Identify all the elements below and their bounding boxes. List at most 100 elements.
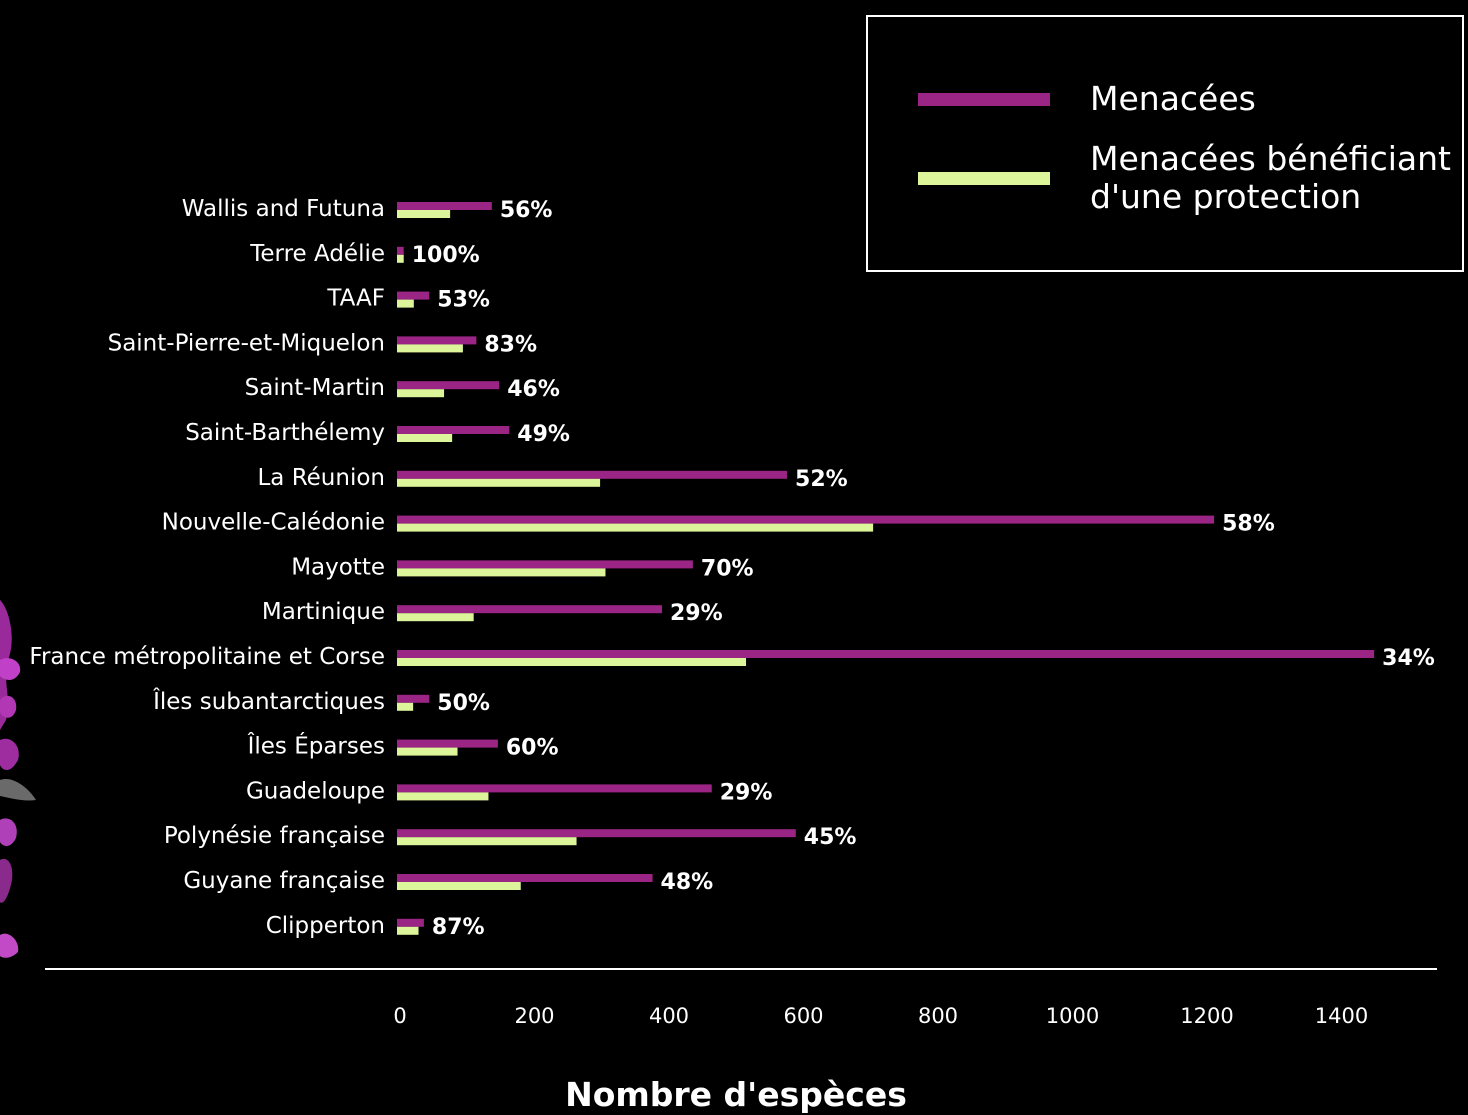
category-label: Guyane française (183, 868, 385, 894)
category-label: Nouvelle-Calédonie (162, 510, 385, 536)
chart-plot-area: Wallis and Futuna 56% Terre Adélie 100% TAAF… (29, 196, 1434, 940)
percent-label: 58% (1222, 512, 1275, 537)
bar-group-wallis-and-futuna: Wallis and Futuna 56% (182, 196, 553, 223)
bar-group-martinique: Martinique 29% (262, 599, 723, 626)
bar-protegees-saint-martin (397, 389, 445, 398)
bar-menacees-mayotte (397, 560, 693, 569)
percent-label: 29% (670, 601, 723, 626)
bar-group-mayotte: Mayotte 70% (291, 554, 753, 581)
percent-label: 50% (437, 691, 490, 716)
x-tick-label: 200 (514, 1004, 554, 1028)
bar-menacees-martinique (397, 605, 662, 614)
bar-group-la-reunion: La Réunion 52% (257, 465, 847, 492)
bar-group-polynesie-francaise: Polynésie française 45% (164, 823, 857, 850)
bar-menacees-guyane-francaise (397, 874, 653, 882)
percent-label: 56% (500, 198, 553, 223)
x-tick-label: 600 (783, 1004, 823, 1028)
percent-label: 34% (1382, 646, 1435, 671)
category-label: Mayotte (291, 554, 385, 580)
percent-label: 46% (507, 377, 560, 402)
category-label: Guadeloupe (246, 778, 385, 804)
x-tick-label: 800 (918, 1004, 958, 1028)
legend-item-menacees: Menacées (918, 80, 1256, 118)
percent-label: 45% (804, 825, 857, 850)
category-label: Martinique (262, 599, 385, 625)
x-tick-label: 1400 (1315, 1004, 1368, 1028)
percent-label: 48% (661, 870, 714, 895)
bar-group-iles-subantarctiques: Îles subantarctiques 50% (152, 687, 490, 716)
bar-protegees-iles-eparses (397, 747, 458, 756)
legend: Menacées Menacées bénéficiant d'une prot… (866, 15, 1464, 272)
category-label: Polynésie française (164, 823, 385, 849)
bar-menacees-la-reunion (397, 470, 788, 479)
category-label: Clipperton (266, 913, 385, 939)
percent-label: 60% (506, 736, 559, 761)
orchid-flower-decoration (0, 600, 36, 958)
legend-swatch-protegees (918, 171, 1050, 185)
x-tick-label: 400 (649, 1004, 689, 1028)
bar-group-nouvelle-caledonie: Nouvelle-Calédonie 58% (162, 510, 1275, 537)
bar-protegees-saint-pierre-et-miquelon (397, 344, 463, 353)
bar-menacees-wallis-and-futuna (397, 202, 492, 210)
x-tick-label: 0 (393, 1004, 406, 1028)
percent-label: 53% (437, 288, 490, 313)
bar-protegees-clipperton (397, 926, 419, 935)
legend-label-protegees: Menacées bénéficiant d'une protection (1090, 139, 1451, 216)
bar-group-guadeloupe: Guadeloupe 29% (246, 778, 772, 805)
bar-group-saint-pierre-et-miquelon: Saint-Pierre-et-Miquelon 83% (108, 330, 537, 357)
bar-menacees-saint-martin (397, 381, 500, 390)
bar-menacees-clipperton (397, 918, 424, 927)
category-label: France métropolitaine et Corse (29, 644, 385, 670)
category-label: Terre Adélie (249, 241, 385, 267)
bar-group-clipperton: Clipperton 87% (266, 913, 485, 940)
category-label: TAAF (326, 286, 385, 312)
percent-label: 100% (412, 243, 480, 268)
bar-protegees-wallis-and-futuna (397, 210, 451, 218)
bar-protegees-mayotte (397, 568, 606, 577)
bar-menacees-nouvelle-caledonie (397, 515, 1215, 524)
bar-protegees-polynesie-francaise (397, 837, 577, 846)
bar-menacees-france-metropolitaine-et-corse (397, 650, 1375, 658)
bar-menacees-iles-eparses (397, 739, 498, 748)
category-label: Saint-Barthélemy (185, 420, 385, 446)
bar-group-guyane-francaise: Guyane française 48% (183, 868, 713, 895)
bar-group-terre-adelie: Terre Adélie 100% (249, 241, 479, 268)
percent-label: 49% (517, 422, 570, 447)
x-axis-label: Nombre d'espèces (565, 1075, 907, 1114)
bar-protegees-terre-adelie (397, 254, 404, 263)
bar-menacees-iles-subantarctiques (397, 694, 430, 703)
category-label: Îles Éparses (247, 732, 385, 760)
percent-label: 87% (432, 915, 485, 940)
bar-protegees-guadeloupe (397, 792, 489, 801)
bar-menacees-terre-adelie (397, 246, 404, 255)
bar-menacees-saint-pierre-et-miquelon (397, 336, 477, 345)
bar-menacees-taaf (397, 291, 430, 300)
bar-group-taaf: TAAF 53% (326, 286, 490, 313)
bar-protegees-nouvelle-caledonie (397, 523, 874, 532)
bar-protegees-saint-barthelemy (397, 434, 453, 442)
bar-protegees-martinique (397, 613, 474, 622)
x-tick-label: 1000 (1046, 1004, 1099, 1028)
bar-group-saint-martin: Saint-Martin 46% (245, 375, 560, 402)
bar-menacees-guadeloupe (397, 784, 712, 793)
bar-protegees-taaf (397, 299, 414, 308)
legend-item-protegees: Menacées bénéficiant d'une protection (918, 140, 1451, 216)
category-label: Wallis and Futuna (182, 196, 385, 222)
bar-protegees-la-reunion (397, 478, 601, 487)
percent-label: 52% (795, 467, 848, 492)
bar-protegees-france-metropolitaine-et-corse (397, 658, 747, 666)
bar-menacees-polynesie-francaise (397, 829, 796, 838)
percent-label: 29% (720, 780, 773, 805)
bar-menacees-saint-barthelemy (397, 426, 510, 434)
legend-label-menacees: Menacées (1090, 79, 1256, 118)
bar-group-saint-barthelemy: Saint-Barthélemy 49% (185, 420, 570, 447)
category-label: Îles subantarctiques (152, 687, 385, 715)
x-axis-ticks: 0 200 400 600 800 1000 1200 1400 (393, 1004, 1368, 1028)
bar-protegees-iles-subantarctiques (397, 702, 414, 711)
x-tick-label: 1200 (1180, 1004, 1233, 1028)
category-label: La Réunion (257, 465, 385, 491)
bar-group-iles-eparses: Îles Éparses 60% (247, 732, 559, 761)
percent-label: 70% (701, 556, 754, 581)
bar-protegees-guyane-francaise (397, 882, 521, 890)
